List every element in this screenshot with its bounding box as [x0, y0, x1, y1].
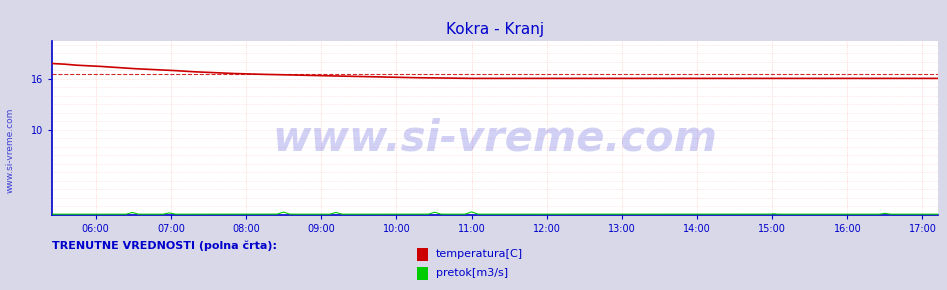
Text: www.si-vreme.com: www.si-vreme.com: [6, 108, 15, 193]
Text: pretok[m3/s]: pretok[m3/s]: [436, 268, 508, 278]
Text: temperatura[C]: temperatura[C]: [436, 249, 523, 260]
Text: TRENUTNE VREDNOSTI (polna črta):: TRENUTNE VREDNOSTI (polna črta):: [52, 241, 277, 251]
Text: www.si-vreme.com: www.si-vreme.com: [273, 117, 717, 159]
Title: Kokra - Kranj: Kokra - Kranj: [446, 22, 544, 37]
